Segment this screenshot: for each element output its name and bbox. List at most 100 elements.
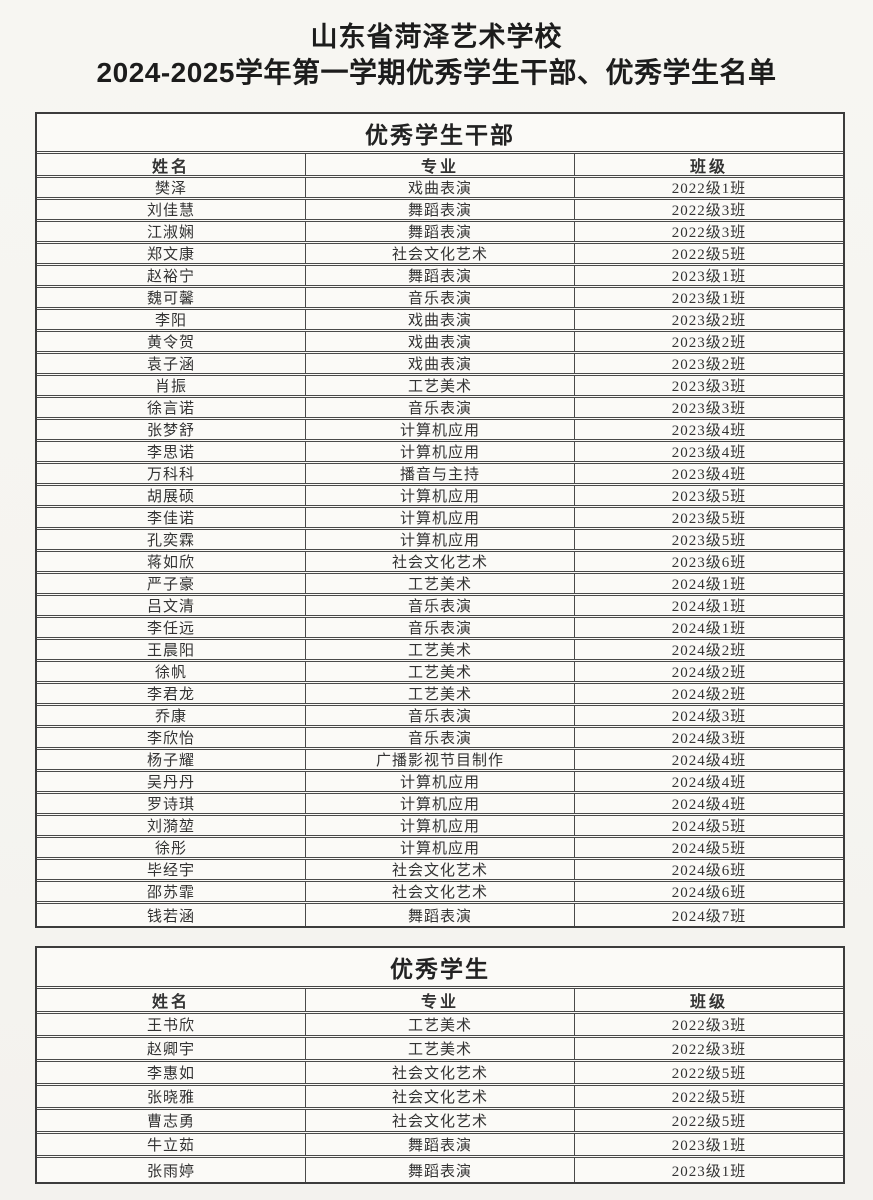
table-row: 李阳 戏曲表演 2023级2班 (37, 310, 843, 332)
cell-major: 工艺美术 (305, 640, 574, 659)
cell-name: 万科科 (146, 467, 195, 483)
cell-major: 舞蹈表演 (305, 904, 574, 926)
cell-name: 袁子涵 (146, 357, 195, 373)
cell-class: 2024级2班 (574, 640, 843, 659)
cell-class: 2022级5班 (574, 1086, 843, 1107)
cell-major: 音乐表演 (305, 288, 574, 307)
cell-major: 舞蹈表演 (305, 200, 574, 219)
table-row: 江淑娴 舞蹈表演 2022级3班 (37, 222, 843, 244)
cell-class: 2023级4班 (574, 442, 843, 461)
cell-class: 2023级2班 (574, 332, 843, 351)
table-row: 张梦舒 计算机应用 2023级4班 (37, 420, 843, 442)
cell-name: 徐帆 (154, 665, 187, 681)
page-title: 山东省菏泽艺术学校 (310, 22, 563, 52)
cell-class: 2024级3班 (574, 706, 843, 725)
cell-class: 2024级1班 (574, 618, 843, 637)
cell-major: 计算机应用 (305, 794, 574, 813)
cell-name: 钱若涵 (146, 908, 195, 925)
cell-major: 社会文化艺术 (305, 860, 574, 879)
cell-name: 牛立茹 (146, 1138, 195, 1154)
cell-major: 社会文化艺术 (305, 244, 574, 263)
cell-class: 2024级2班 (574, 662, 843, 681)
table-row: 曹志勇 社会文化艺术 2022级5班 (37, 1110, 843, 1134)
cell-name: 赵裕宁 (146, 269, 195, 285)
table-header-row: 姓名 专业 班级 (37, 154, 843, 178)
table-row: 魏可馨 音乐表演 2023级1班 (37, 288, 843, 310)
cell-name: 樊泽 (154, 181, 187, 197)
data-table: 优秀学生 姓名 专业 班级 王书欣 工艺美术 2022级3班 赵卿宇 工艺美术 2022级3班 李惠… (35, 946, 845, 1184)
cell-name: 李思诺 (146, 445, 195, 461)
cell-major: 舞蹈表演 (305, 1134, 574, 1155)
cell-class: 2023级4班 (574, 420, 843, 439)
cell-major: 社会文化艺术 (305, 1110, 574, 1131)
cell-major: 社会文化艺术 (305, 552, 574, 571)
cell-name: 胡展硕 (146, 489, 195, 505)
table-row: 刘佳慧 舞蹈表演 2022级3班 (37, 200, 843, 222)
cell-major: 舞蹈表演 (305, 222, 574, 241)
cell-class: 2022级3班 (574, 200, 843, 219)
cell-class: 2022级3班 (574, 1014, 843, 1035)
cell-major: 音乐表演 (305, 706, 574, 725)
data-table: 优秀学生干部 姓名 专业 班级 樊泽 戏曲表演 2022级1班 刘佳慧 舞蹈表演 2022级3班江… (35, 112, 845, 928)
cell-name: 黄令贺 (146, 335, 195, 351)
cell-name: 刘漪堃 (146, 819, 195, 835)
cell-name: 曹志勇 (146, 1114, 195, 1130)
cell-name: 李欣怡 (146, 731, 195, 747)
table-row: 乔康 音乐表演 2024级3班 (37, 706, 843, 728)
cell-name: 孔奕霖 (146, 533, 195, 549)
table-row: 蒋如欣 社会文化艺术 2023级6班 (37, 552, 843, 574)
cell-class: 2023级4班 (574, 464, 843, 483)
table-row: 赵卿宇 工艺美术 2022级3班 (37, 1038, 843, 1062)
table-row: 杨子耀 广播影视节目制作 2024级4班 (37, 750, 843, 772)
cell-major: 播音与主持 (305, 464, 574, 483)
cell-major: 工艺美术 (305, 1014, 574, 1035)
table-title: 优秀学生干部 (37, 114, 843, 154)
table-row: 李佳诺 计算机应用 2023级5班 (37, 508, 843, 530)
cell-name: 乔康 (154, 709, 187, 725)
cell-class: 2023级5班 (574, 508, 843, 527)
cell-class: 2024级1班 (574, 574, 843, 593)
cell-class: 2024级1班 (574, 596, 843, 615)
cell-class: 2023级5班 (574, 486, 843, 505)
cell-class: 2024级5班 (574, 816, 843, 835)
cell-name: 罗诗琪 (146, 797, 195, 813)
table-row: 徐言诺 音乐表演 2023级3班 (37, 398, 843, 420)
cell-name: 张梦舒 (146, 423, 195, 439)
table-row: 毕经宇 社会文化艺术 2024级6班 (37, 860, 843, 882)
cell-name: 王晨阳 (146, 643, 195, 659)
table-row: 钱若涵 舞蹈表演 2024级7班 (37, 904, 843, 926)
cell-class: 2023级1班 (574, 1134, 843, 1155)
cell-name: 郑文康 (146, 247, 195, 263)
cell-name: 吕文清 (146, 599, 195, 615)
cell-major: 工艺美术 (305, 376, 574, 395)
cell-name: 杨子耀 (146, 753, 195, 769)
cell-major: 计算机应用 (305, 816, 574, 835)
table-row: 孔奕霖 计算机应用 2023级5班 (37, 530, 843, 552)
cell-class: 2022级3班 (574, 1038, 843, 1059)
cell-name: 李阳 (154, 313, 187, 329)
column-header: 姓名 (151, 158, 190, 176)
cell-major: 戏曲表演 (305, 178, 574, 197)
cell-class: 2023级2班 (574, 310, 843, 329)
table-row: 王书欣 工艺美术 2022级3班 (37, 1014, 843, 1038)
cell-class: 2023级5班 (574, 530, 843, 549)
cell-name: 江淑娴 (146, 225, 195, 241)
cell-major: 舞蹈表演 (305, 266, 574, 285)
cell-major: 工艺美术 (305, 574, 574, 593)
cell-class: 2024级3班 (574, 728, 843, 747)
cell-major: 戏曲表演 (305, 332, 574, 351)
column-header: 专业 (305, 989, 574, 1011)
cell-major: 音乐表演 (305, 596, 574, 615)
table-row: 肖振 工艺美术 2023级3班 (37, 376, 843, 398)
cell-class: 2022级5班 (574, 244, 843, 263)
cell-name: 李任远 (146, 621, 195, 637)
table-row: 樊泽 戏曲表演 2022级1班 (37, 178, 843, 200)
cell-class: 2024级6班 (574, 860, 843, 879)
cell-class: 2023级1班 (574, 288, 843, 307)
cell-major: 计算机应用 (305, 508, 574, 527)
cell-name: 吴丹丹 (146, 775, 195, 791)
cell-name: 刘佳慧 (146, 203, 195, 219)
cell-major: 广播影视节目制作 (305, 750, 574, 769)
cell-class: 2024级4班 (574, 772, 843, 791)
